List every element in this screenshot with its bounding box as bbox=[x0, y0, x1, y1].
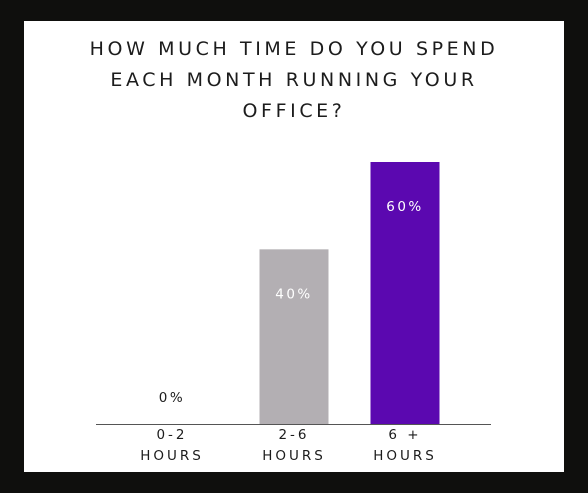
x-tick-label-line1: 2-6 bbox=[278, 427, 310, 443]
data-label-2-6-hours: 40% bbox=[275, 286, 313, 302]
bar-6-plus-hours bbox=[370, 162, 440, 424]
x-tick-label-line1: 0-2 bbox=[156, 427, 188, 443]
chart-title: HOW MUCH TIME DO YOU SPEND EACH MONTH RU… bbox=[24, 34, 564, 127]
x-tick-label-line1: 6 + bbox=[388, 427, 422, 443]
chart-title-line-3: OFFICE? bbox=[242, 100, 346, 122]
x-tick-label-line2: HOURS bbox=[373, 448, 437, 464]
chart-title-line-1: HOW MUCH TIME DO YOU SPEND bbox=[89, 38, 499, 60]
bar-chart: 0% 40% 60% bbox=[96, 162, 491, 425]
x-tick-label-line2: HOURS bbox=[262, 448, 326, 464]
bar-2-6-hours bbox=[259, 249, 329, 424]
chart-frame: HOW MUCH TIME DO YOU SPEND EACH MONTH RU… bbox=[24, 21, 564, 472]
data-label-0-2-hours: 0% bbox=[159, 390, 185, 406]
data-label-6-plus-hours: 60% bbox=[386, 199, 424, 215]
x-tick-label-2-6-hours: 2-6 HOURS bbox=[239, 425, 349, 467]
x-tick-label-6-plus-hours: 6 + HOURS bbox=[350, 425, 460, 467]
x-tick-label-line2: HOURS bbox=[140, 448, 204, 464]
chart-title-line-2: EACH MONTH RUNNING YOUR bbox=[110, 69, 478, 91]
x-tick-label-0-2-hours: 0-2 HOURS bbox=[117, 425, 227, 467]
